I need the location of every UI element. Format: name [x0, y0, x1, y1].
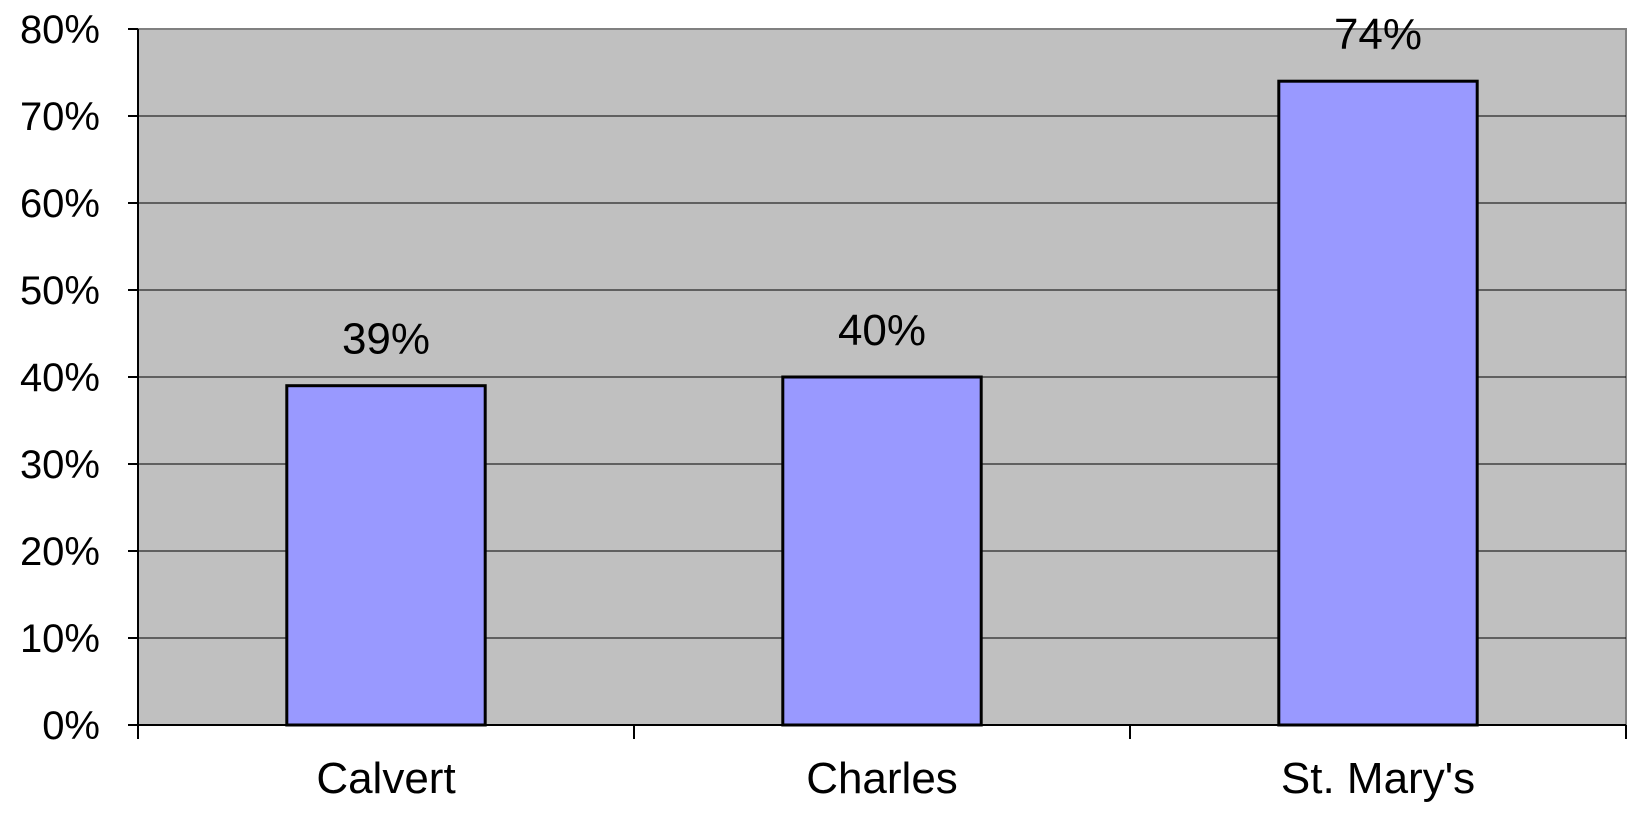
data-labels: 39% 40% 74%	[342, 10, 1422, 364]
y-tick-label: 30%	[20, 443, 100, 487]
y-tick-label: 10%	[20, 617, 100, 661]
bar-st-mary-s	[1277, 79, 1479, 727]
y-tick-label: 0%	[42, 704, 100, 748]
y-tick-label: 60%	[20, 182, 100, 226]
data-label: 40%	[838, 306, 926, 355]
data-label: 39%	[342, 315, 430, 364]
y-tick-label: 20%	[20, 530, 100, 574]
y-axis-ticks: 0% 10% 20% 30% 40% 50% 60% 70% 80%	[20, 8, 138, 748]
bar-calvert	[285, 384, 487, 727]
bars	[285, 79, 1479, 727]
x-category-label: Calvert	[316, 754, 455, 803]
y-tick-label: 80%	[20, 8, 100, 52]
x-axis-ticks: Calvert Charles St. Mary's	[137, 725, 1627, 803]
y-tick-label: 70%	[20, 95, 100, 139]
data-label: 74%	[1334, 10, 1422, 59]
x-category-label: Charles	[806, 754, 958, 803]
y-tick-label: 40%	[20, 356, 100, 400]
x-category-label: St. Mary's	[1281, 754, 1475, 803]
y-tick-label: 50%	[20, 269, 100, 313]
bar-charles	[781, 375, 983, 727]
